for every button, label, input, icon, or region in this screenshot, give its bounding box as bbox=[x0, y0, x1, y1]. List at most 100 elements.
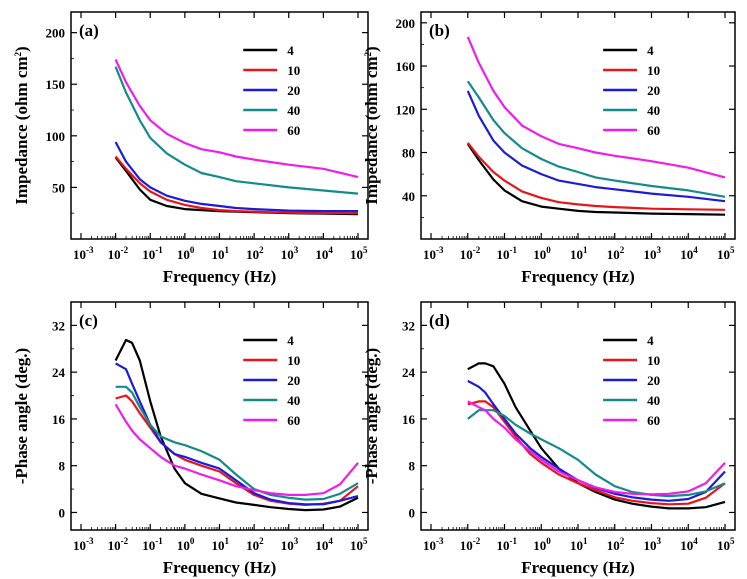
y-axis-title: -Phase angle (deg.) bbox=[12, 348, 31, 484]
y-tick-label: 150 bbox=[46, 77, 66, 92]
series-line-40 bbox=[467, 409, 726, 498]
x-tick-label: 104 bbox=[680, 536, 698, 553]
y-axis: 0 8 16 24 32 bbox=[52, 318, 368, 520]
panel-b: 10-3 10-2 10-1 100 101 102 103 104 1054080120160… bbox=[362, 11, 736, 286]
y-axis-title: Impedance (ohm cm2) bbox=[362, 46, 381, 204]
legend-label-40: 40 bbox=[287, 103, 300, 118]
x-tick-label: 103 bbox=[644, 536, 662, 553]
y-tick-label: 32 bbox=[402, 318, 415, 333]
x-tick-label: 10-1 bbox=[497, 536, 518, 553]
x-tick-label: 104 bbox=[315, 536, 333, 553]
y-tick-label: 16 bbox=[402, 412, 416, 427]
panel-label: (c) bbox=[79, 311, 98, 330]
x-tick-label: 10-1 bbox=[142, 536, 163, 553]
x-tick-label: 100 bbox=[533, 536, 551, 553]
y-tick-label: 100 bbox=[46, 129, 66, 144]
series-line-40 bbox=[466, 80, 726, 198]
legend-label-10: 10 bbox=[287, 63, 300, 78]
x-tick-label: 102 bbox=[246, 245, 264, 262]
y-tick-label: 40 bbox=[402, 189, 415, 204]
panel-label: (a) bbox=[79, 21, 99, 40]
series-line-60 bbox=[114, 403, 359, 496]
series-group bbox=[114, 338, 359, 512]
x-tick-label: 103 bbox=[281, 245, 299, 262]
legend-label-20: 20 bbox=[647, 373, 660, 388]
panel-label: (b) bbox=[429, 21, 450, 40]
x-tick-label: 10-2 bbox=[460, 536, 481, 553]
x-axis: 10-3 10-2 10-1 100 101 102 103 104 105 bbox=[73, 12, 368, 262]
y-axis: 0 8 16 24 32 bbox=[402, 318, 735, 520]
x-tick-label: 101 bbox=[212, 245, 230, 262]
legend: 4 10 20 40 60 bbox=[243, 43, 300, 138]
x-tick-label: 105 bbox=[350, 245, 368, 262]
x-axis: 10-3 10-2 10-1 100 101 102 103 104 105 bbox=[423, 302, 735, 553]
series-line-4 bbox=[466, 143, 726, 216]
plot-frame bbox=[70, 301, 369, 531]
legend: 4 10 20 40 60 bbox=[603, 43, 660, 138]
x-axis-title: Frequency (Hz) bbox=[521, 558, 634, 577]
y-tick-label: 50 bbox=[52, 180, 65, 195]
y-tick-label: 32 bbox=[52, 318, 65, 333]
x-tick-label: 10-2 bbox=[108, 536, 129, 553]
x-tick-label: 101 bbox=[570, 245, 588, 262]
series-line-40 bbox=[115, 385, 359, 501]
series-line-4 bbox=[114, 338, 359, 512]
legend-label-60: 60 bbox=[647, 413, 660, 428]
legend-label-4: 4 bbox=[287, 333, 294, 348]
panel-c: 10-3 10-2 10-1 100 101 102 103 104 10508162432Fr… bbox=[12, 301, 369, 577]
x-tick-label: 104 bbox=[680, 245, 698, 262]
legend-label-4: 4 bbox=[287, 43, 294, 58]
legend-label-40: 40 bbox=[647, 103, 660, 118]
x-tick-label: 10-3 bbox=[73, 245, 94, 262]
y-tick-label: 8 bbox=[59, 459, 66, 474]
series-line-60 bbox=[114, 59, 359, 179]
legend-label-20: 20 bbox=[287, 83, 300, 98]
y-axis: 40 80 120 160 200 bbox=[396, 16, 735, 218]
y-tick-label: 0 bbox=[59, 505, 66, 520]
legend: 4 10 20 40 60 bbox=[603, 333, 660, 428]
y-axis: 50 100 150 200 bbox=[46, 26, 368, 214]
x-tick-label: 101 bbox=[212, 536, 230, 553]
series-line-20 bbox=[467, 379, 726, 502]
x-tick-label: 10-3 bbox=[423, 536, 444, 553]
y-tick-label: 120 bbox=[396, 102, 416, 117]
x-tick-label: 105 bbox=[717, 536, 735, 553]
legend-label-10: 10 bbox=[647, 63, 660, 78]
series-line-60 bbox=[466, 36, 726, 179]
x-tick-label: 10-3 bbox=[73, 536, 94, 553]
x-tick-label: 102 bbox=[607, 245, 625, 262]
legend-label-40: 40 bbox=[287, 393, 300, 408]
x-axis: 10-3 10-2 10-1 100 101 102 103 104 105 bbox=[423, 12, 735, 262]
series-line-20 bbox=[115, 362, 359, 506]
x-tick-label: 10-1 bbox=[142, 245, 163, 262]
x-tick-label: 102 bbox=[607, 536, 625, 553]
legend-label-60: 60 bbox=[287, 123, 300, 138]
y-tick-label: 24 bbox=[52, 365, 66, 380]
series-group bbox=[466, 36, 726, 216]
y-tick-label: 80 bbox=[402, 146, 415, 161]
series-line-10 bbox=[467, 400, 726, 506]
x-axis: 10-3 10-2 10-1 100 101 102 103 104 105 bbox=[73, 302, 368, 553]
x-tick-label: 100 bbox=[533, 245, 551, 262]
y-tick-label: 200 bbox=[46, 26, 66, 41]
x-tick-label: 10-2 bbox=[460, 245, 481, 262]
y-tick-label: 200 bbox=[396, 16, 416, 31]
legend-label-60: 60 bbox=[287, 413, 300, 428]
series-line-10 bbox=[466, 142, 726, 211]
x-tick-label: 100 bbox=[177, 536, 195, 553]
x-tick-label: 10-3 bbox=[423, 245, 444, 262]
series-group bbox=[114, 59, 359, 216]
series-line-20 bbox=[466, 90, 726, 203]
y-tick-label: 0 bbox=[409, 505, 416, 520]
legend-label-60: 60 bbox=[647, 123, 660, 138]
series-line-60 bbox=[467, 400, 726, 496]
legend-label-20: 20 bbox=[287, 373, 300, 388]
x-tick-label: 102 bbox=[246, 536, 264, 553]
series-line-40 bbox=[114, 66, 359, 195]
x-tick-label: 101 bbox=[570, 536, 588, 553]
x-tick-label: 103 bbox=[644, 245, 662, 262]
y-axis-title: Impedance (ohm cm2) bbox=[12, 46, 31, 204]
x-tick-label: 10-2 bbox=[108, 245, 129, 262]
